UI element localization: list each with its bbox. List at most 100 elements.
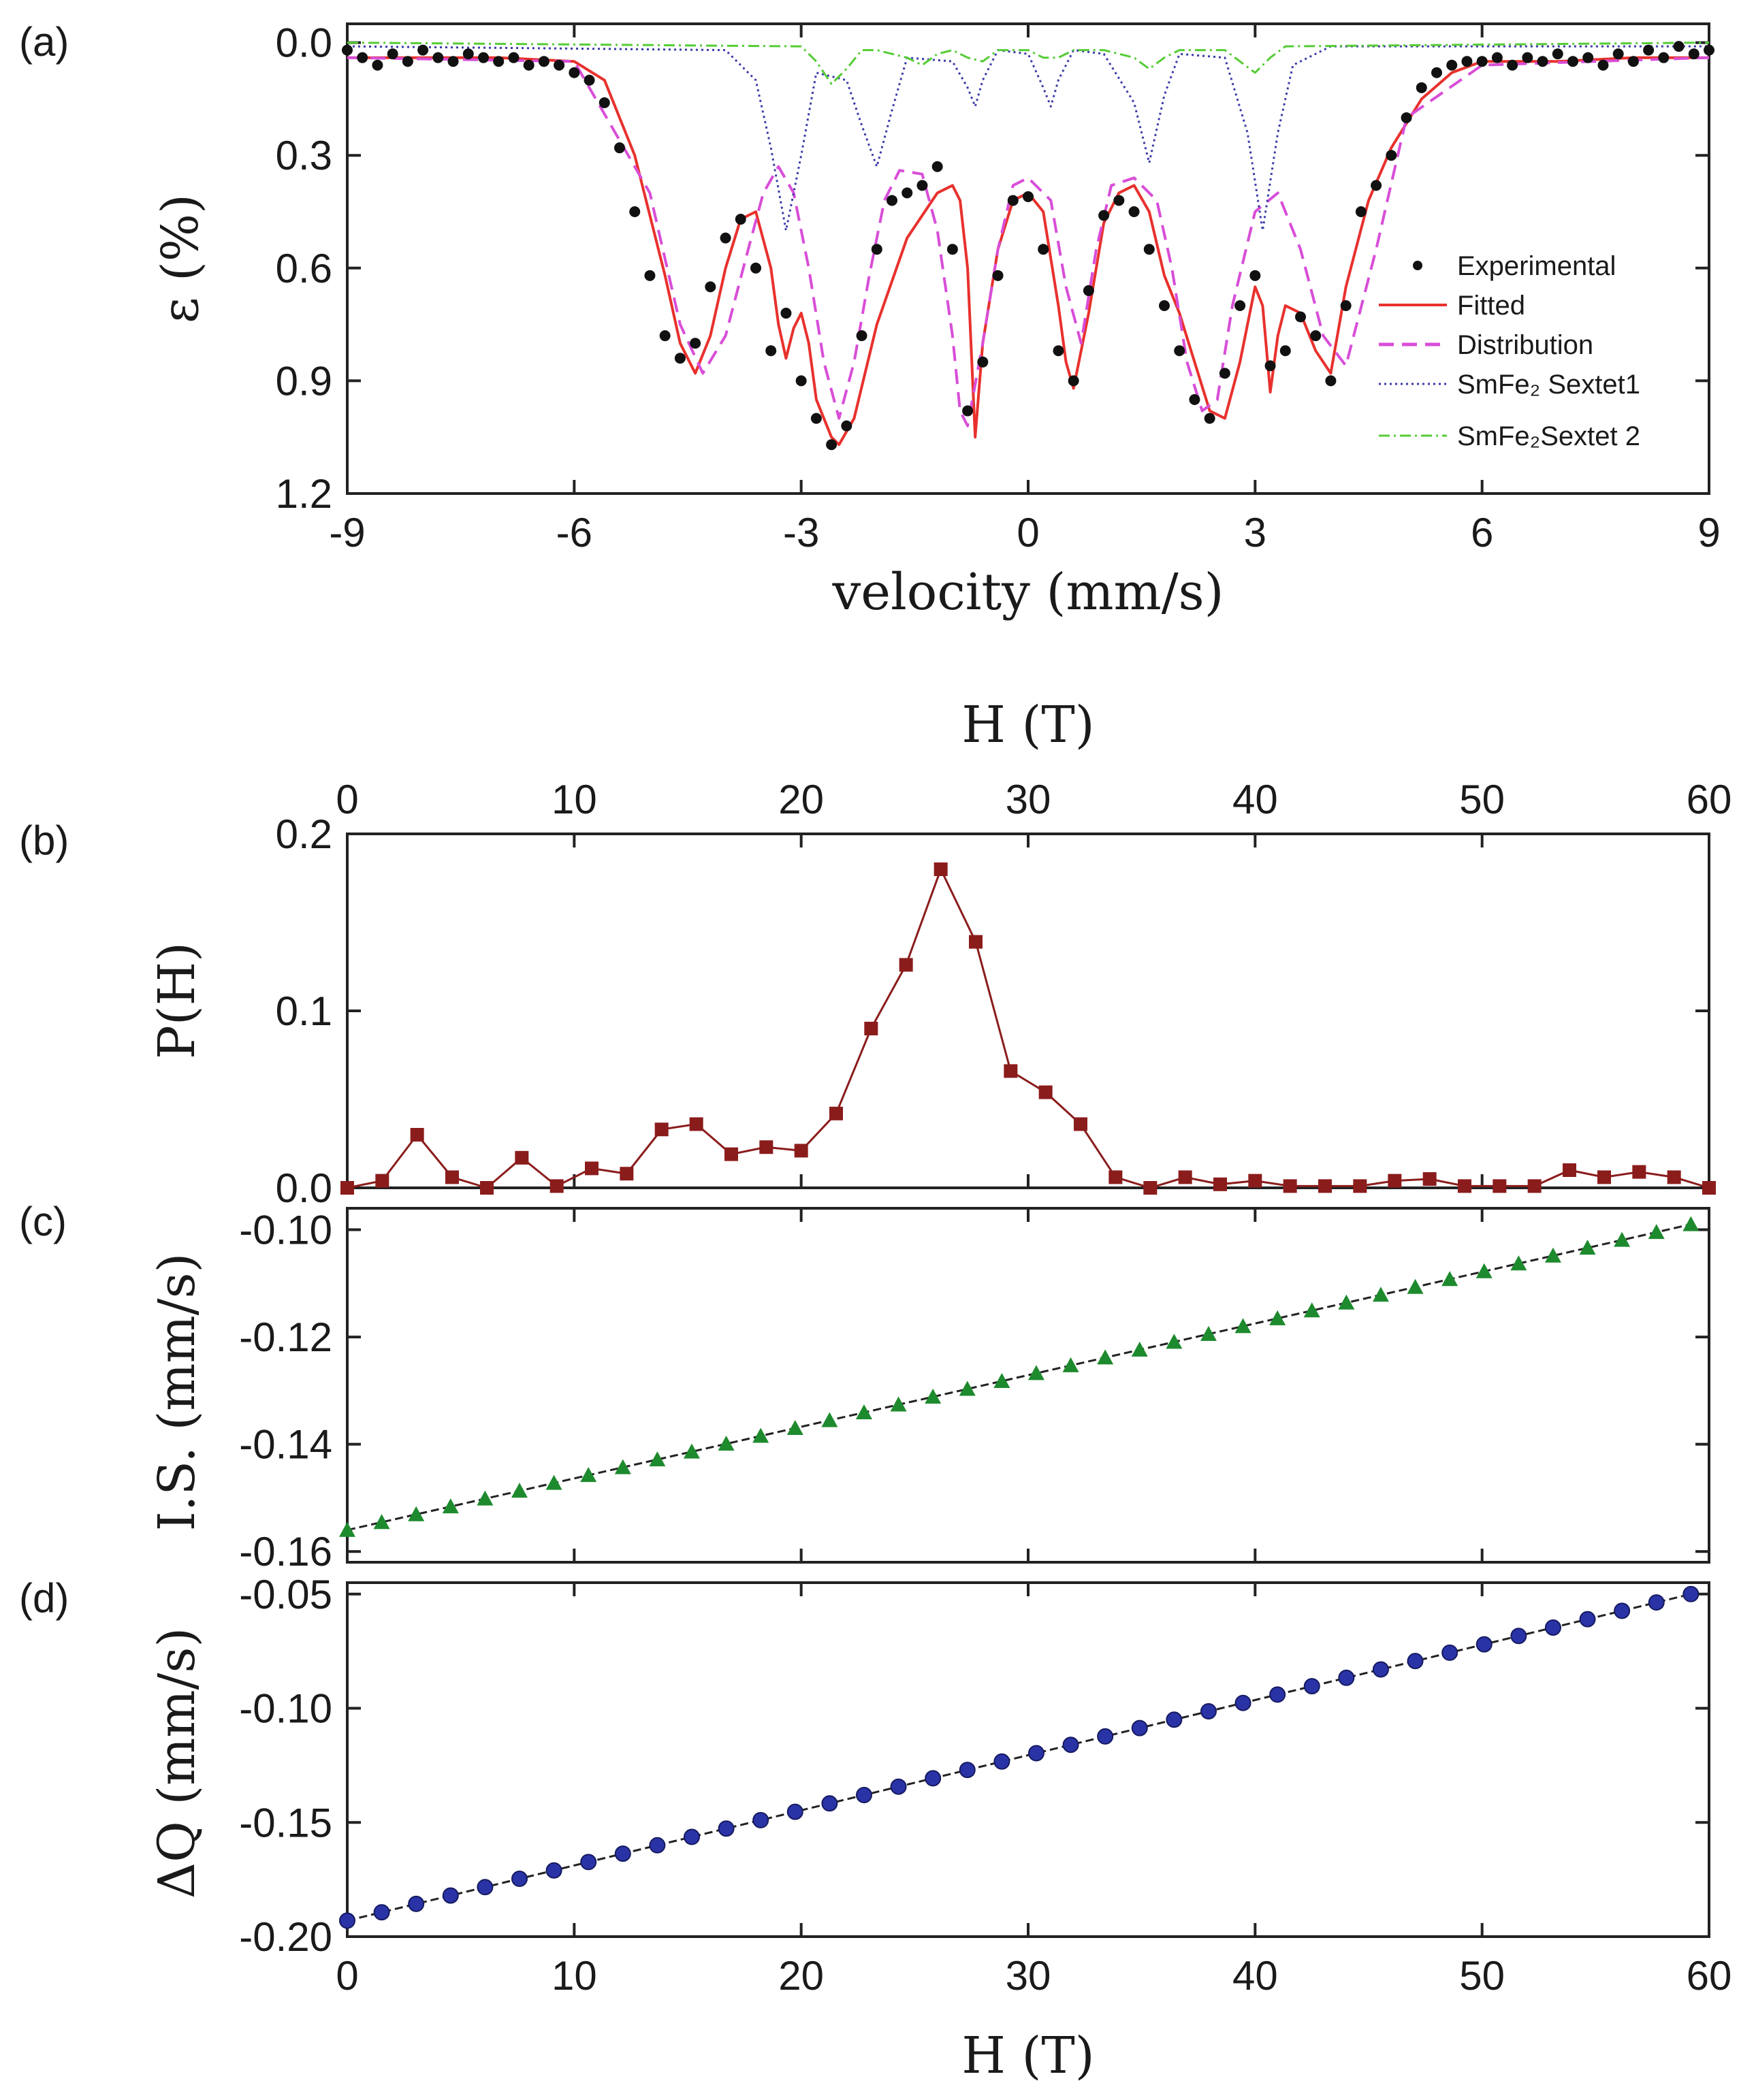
- panel-a-xtick-label: -6: [556, 510, 592, 555]
- panel-d-ticks: -0.05 -0.10 -0.15 -0.200 10 20 30 40 50 60: [239, 1572, 1732, 1999]
- experimental-point: [720, 232, 731, 244]
- panel-d-xtick-label: 0: [336, 1953, 358, 1999]
- is-marker: [890, 1396, 907, 1412]
- experimental-point: [1537, 56, 1548, 67]
- sextet1-curve: [347, 45, 1709, 232]
- experimental-point: [1401, 112, 1412, 123]
- panel-c-series: [339, 1216, 1700, 1537]
- dq-marker: [1407, 1653, 1424, 1670]
- legend-label-distribution: Distribution: [1457, 330, 1593, 360]
- experimental-point: [780, 308, 792, 319]
- experimental-point: [765, 345, 777, 357]
- ph-marker: [549, 1179, 564, 1193]
- is-marker: [1338, 1294, 1355, 1310]
- ph-marker: [829, 1106, 843, 1120]
- experimental-point: [1023, 191, 1034, 202]
- is-marker: [1303, 1302, 1320, 1318]
- experimental-point: [342, 44, 353, 56]
- is-marker: [1475, 1263, 1493, 1278]
- panel-c-ylabel: I.S. (mm/s): [148, 1253, 206, 1532]
- experimental-point: [1219, 368, 1230, 379]
- dq-marker: [580, 1854, 597, 1871]
- ph-marker: [1178, 1170, 1192, 1184]
- experimental-point: [357, 52, 368, 63]
- dq-marker: [1648, 1594, 1665, 1611]
- legend-label-fitted: Fitted: [1457, 291, 1525, 321]
- dq-marker: [545, 1862, 562, 1879]
- panel-b-plot: 0.0 0.1 0.20 10 20 30 40 50 60 H (T) P(H): [148, 696, 1732, 1211]
- ph-marker: [1667, 1170, 1681, 1184]
- ph-marker: [1318, 1179, 1332, 1193]
- is-marker: [408, 1506, 425, 1521]
- ph-marker: [480, 1181, 494, 1195]
- is-marker: [545, 1474, 562, 1490]
- is-marker: [373, 1514, 390, 1530]
- is-marker: [1372, 1287, 1389, 1302]
- experimental-point: [735, 214, 746, 225]
- panel-a-xtick-label: -3: [783, 510, 819, 555]
- dq-marker: [1097, 1728, 1114, 1745]
- ph-marker: [515, 1150, 529, 1165]
- is-marker: [993, 1372, 1010, 1388]
- experimental-point: [1068, 375, 1079, 387]
- experimental-point: [462, 48, 474, 60]
- experimental-point: [1083, 285, 1094, 296]
- ph-marker: [375, 1174, 389, 1188]
- is-marker: [1062, 1357, 1079, 1372]
- panel-d-xtick-label: 50: [1459, 1953, 1505, 1999]
- is-marker: [1441, 1271, 1458, 1287]
- is-marker: [1234, 1318, 1251, 1334]
- is-marker: [477, 1490, 494, 1506]
- experimental-point: [508, 52, 520, 63]
- experimental-point: [599, 97, 610, 108]
- panel-b-ytick-label: 0.1: [276, 988, 332, 1034]
- panel-d-ytick-label: -0.15: [239, 1800, 332, 1845]
- ph-marker: [410, 1128, 424, 1142]
- panel-b-top-xlabel: H (T): [961, 696, 1094, 754]
- panel-a-xtick-label: 6: [1471, 510, 1493, 555]
- experimental-point: [841, 420, 852, 432]
- legend-swatch-experimental: [1413, 261, 1422, 270]
- is-marker: [855, 1404, 872, 1419]
- panel-a-ylabel: ε (%): [151, 194, 210, 323]
- is-marker: [339, 1521, 355, 1537]
- panel-b-top-xtick-label: 0: [336, 777, 358, 822]
- experimental-point: [871, 244, 882, 255]
- ph-marker: [794, 1144, 808, 1158]
- legend-label-sextet1: SmFe₂ Sextet1: [1457, 370, 1640, 400]
- panel-a-plot: 0.0 0.3 0.6 0.9 1.2-9 -6 -3 0 3 6 9 velocity (mm/s…: [151, 20, 1721, 621]
- dq-marker: [1579, 1611, 1596, 1628]
- panel-b-top-xtick-label: 20: [778, 777, 824, 822]
- panel-a-ytick-label: 0.6: [276, 246, 332, 291]
- ph-marker: [1213, 1177, 1227, 1191]
- dq-marker: [511, 1871, 528, 1888]
- dq-marker: [373, 1904, 390, 1921]
- panel-b-ytick-label: 0.2: [276, 811, 332, 857]
- is-marker: [1097, 1349, 1114, 1365]
- is-marker: [511, 1483, 528, 1498]
- dq-marker: [1475, 1636, 1493, 1653]
- experimental-point: [977, 356, 989, 368]
- is-marker: [442, 1498, 459, 1514]
- experimental-point: [1113, 195, 1125, 206]
- is-marker: [649, 1451, 666, 1467]
- is-marker: [1648, 1224, 1665, 1240]
- experimental-point: [1159, 300, 1170, 311]
- experimental-point: [372, 59, 383, 71]
- experimental-point: [1007, 195, 1019, 206]
- ph-marker: [1563, 1163, 1576, 1177]
- panel-b-ytick-label: 0.0: [276, 1165, 332, 1211]
- experimental-point: [1658, 52, 1670, 63]
- ph-marker: [1632, 1165, 1646, 1179]
- experimental-point: [538, 56, 549, 67]
- experimental-point: [629, 206, 641, 217]
- panel-b-series: [340, 862, 1716, 1195]
- panel-b-top-xtick-label: 30: [1006, 777, 1051, 822]
- panel-a-ytick-label: 0.9: [276, 358, 332, 404]
- panel-a-xtick-label: -9: [329, 510, 365, 555]
- experimental-point: [810, 413, 822, 424]
- experimental-point: [1491, 52, 1503, 63]
- dq-marker: [1234, 1694, 1251, 1711]
- dq-marker: [1372, 1661, 1389, 1678]
- panel-a-xtick-label: 9: [1697, 510, 1720, 555]
